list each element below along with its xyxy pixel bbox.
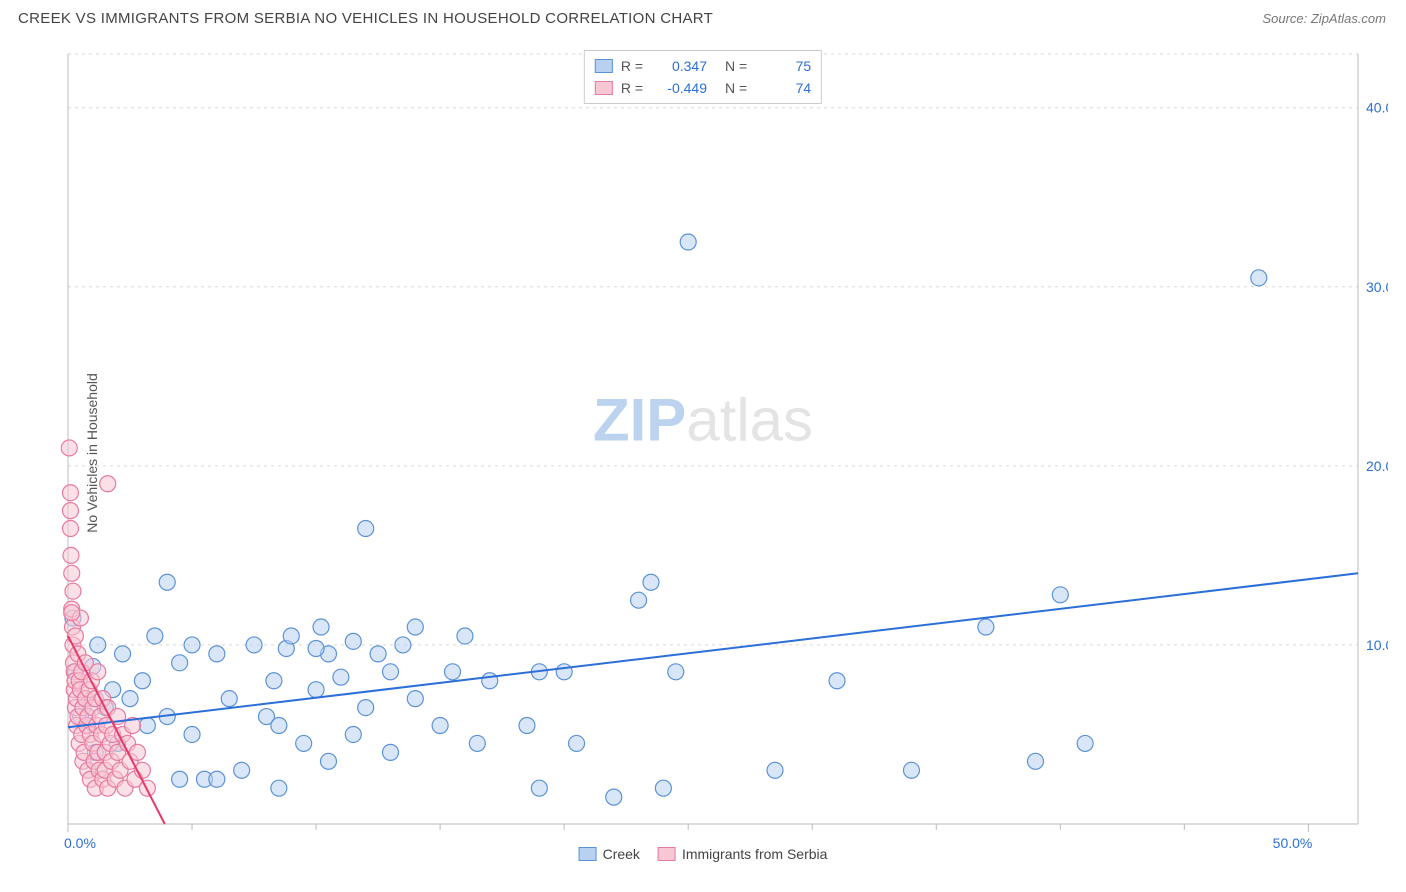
svg-text:20.0%: 20.0% [1366,458,1388,474]
chart-area: No Vehicles in Household ZIPatlas R = 0.… [18,44,1388,862]
y-axis-label: No Vehicles in Household [84,373,100,533]
swatch-creek [595,59,613,73]
source-label: Source: ZipAtlas.com [1262,11,1386,26]
legend-correlation: R = 0.347 N = 75 R = -0.449 N = 74 [584,50,822,104]
svg-text:40.0%: 40.0% [1366,100,1388,116]
svg-text:30.0%: 30.0% [1366,279,1388,295]
page-title: CREEK VS IMMIGRANTS FROM SERBIA NO VEHIC… [18,10,713,27]
header: CREEK VS IMMIGRANTS FROM SERBIA NO VEHIC… [0,0,1406,33]
legend-item-creek: Creek [579,846,640,862]
svg-text:50.0%: 50.0% [1273,835,1313,851]
swatch-serbia-icon [658,847,676,861]
legend-series: Creek Immigrants from Serbia [579,846,828,862]
swatch-creek-icon [579,847,597,861]
scatter-chart: 10.0% 20.0% 30.0% 40.0% 0.0% 50.0% [18,44,1388,864]
legend-item-serbia: Immigrants from Serbia [658,846,827,862]
svg-text:10.0%: 10.0% [1366,637,1388,653]
swatch-serbia [595,81,613,95]
svg-text:0.0%: 0.0% [64,835,96,851]
legend-row-creek: R = 0.347 N = 75 [595,55,811,77]
legend-row-serbia: R = -0.449 N = 74 [595,77,811,99]
